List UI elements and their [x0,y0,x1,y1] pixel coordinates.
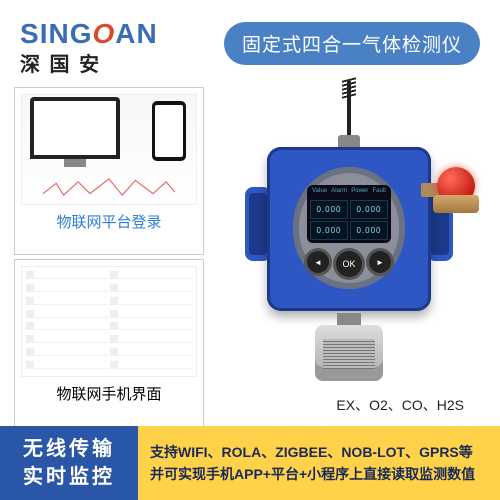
brand-chinese: 深 国 安 [20,48,158,77]
prev-button[interactable]: ◄ [307,251,329,273]
left-column: 物联网平台登录 物联网手机界面 [14,87,204,427]
phone-icon [152,101,186,161]
footer: 无线传输 实时监控 支持WIFI、ROLA、ZIGBEE、NOB-LOT、GPR… [0,426,500,500]
trend-chart [26,176,192,198]
brand-logo: SINGOAN 深 国 安 [20,18,158,77]
iot-mobile-panel: 物联网手机界面 [14,259,204,427]
footer-right-line1: 支持WIFI、ROLA、ZIGBEE、NOB-LOT、GPRS等 [150,441,488,463]
device-buttons: ◄ OK ► [307,251,391,277]
gas-detector-device: Value Alarm Power Fault 0.000 0.000 0.00… [249,127,449,387]
main-area: 物联网平台登录 物联网手机界面 Value Alarm [0,85,500,427]
footer-left: 无线传输 实时监控 [0,426,138,500]
iot-platform-panel: 物联网平台登录 [14,87,204,255]
logo-word: SINGOAN [20,18,158,50]
gas-types-label: EX、O2、CO、H2S [336,395,464,415]
footer-right: 支持WIFI、ROLA、ZIGBEE、NOB-LOT、GPRS等 并可实现手机A… [138,426,500,500]
hdr-power: Power [351,188,368,198]
footer-left-line2: 实时监控 [23,463,115,491]
device-column: Value Alarm Power Fault 0.000 0.000 0.00… [212,87,486,427]
platform-mockup [21,94,197,205]
ok-button[interactable]: OK [336,251,362,277]
panel2-label: 物联网手机界面 [56,383,161,404]
reading-1: 0.000 [310,200,348,219]
sensor-probe [309,313,389,383]
desktop-monitor-icon [30,97,120,159]
reading-3: 0.000 [310,221,348,240]
header: SINGOAN 深 国 安 固定式四合一气体检测仪 [0,0,500,85]
screen-header: Value Alarm Power Fault [310,188,388,198]
mobile-list-mockup [21,266,197,377]
product-title: 固定式四合一气体检测仪 [224,22,480,65]
device-face: Value Alarm Power Fault 0.000 0.000 0.00… [293,167,405,289]
antenna-icon [347,81,351,137]
hdr-fault: Fault [373,188,386,198]
panel1-label: 物联网平台登录 [56,211,161,232]
next-button[interactable]: ► [369,251,391,273]
alarm-beacon [429,167,485,213]
footer-left-line1: 无线传输 [23,435,115,463]
device-screen: Value Alarm Power Fault 0.000 0.000 0.00… [307,185,391,243]
hdr-alarm: Alarm [331,188,347,198]
reading-4: 0.000 [350,221,388,240]
hdr-value: Value [312,188,327,198]
reading-2: 0.000 [350,200,388,219]
footer-right-line2: 并可实现手机APP+平台+小程序上直接读取监测数值 [150,463,488,485]
